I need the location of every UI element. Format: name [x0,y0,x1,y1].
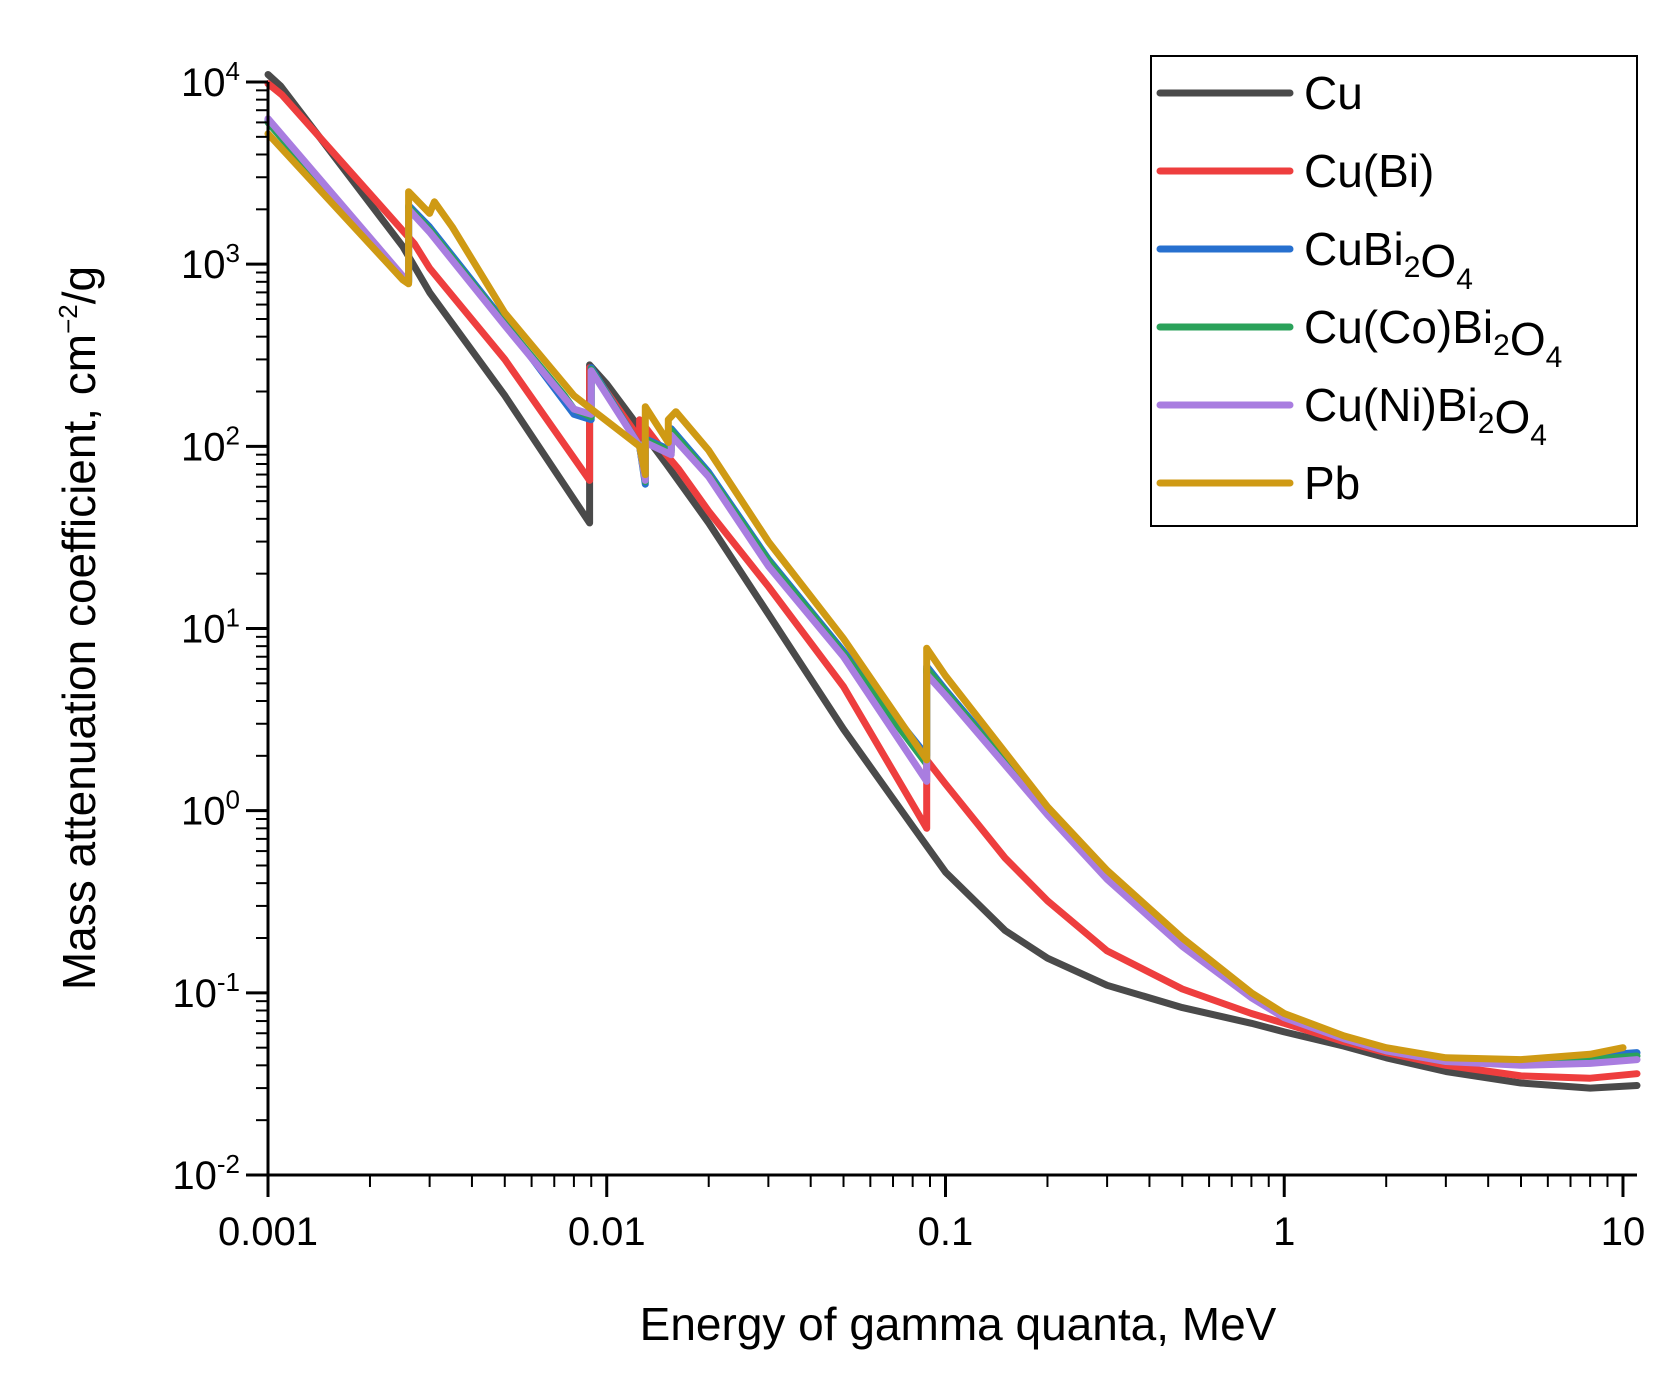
y-tick-label: 10-2 [172,1149,240,1198]
x-tick-label: 0.001 [218,1210,318,1254]
y-tick-label-base: 10 [181,790,226,834]
series-line-cu [264,71,1641,1092]
legend-label-subscript: 4 [1530,419,1547,452]
legend-label-text: Pb [1304,457,1360,509]
y-tick-label: 103 [181,238,240,287]
y-tick-label-exponent: 2 [226,420,240,450]
legend-label: Cu(Bi) [1304,145,1434,197]
y-tick-label: 100 [181,785,240,834]
x-axis-title: Energy of gamma quanta, MeV [640,1298,1277,1350]
y-tick-label-exponent: 4 [226,56,240,86]
legend-label: Cu [1304,67,1363,119]
series-line-pb [264,130,1627,1064]
legend-label-text: Cu(Co)Bi [1304,301,1493,353]
y-tick-label-base: 10 [172,1154,217,1198]
legend-label-text: Cu(Bi) [1304,145,1434,197]
y-axis-title: Mass attenuation coefficient, cm−2/g [53,266,105,990]
y-tick-label-base: 10 [172,972,217,1016]
legend-label: Cu(Ni)Bi2O4 [1304,379,1547,452]
y-tick-label-exponent: 0 [226,785,240,815]
legend-label-subscript: 4 [1456,263,1473,296]
y-tick-label-exponent: 1 [226,603,240,633]
legend-label-text: Cu [1304,67,1363,119]
y-axis-title-sup: −2 [53,304,83,334]
legend-box [1150,55,1638,527]
x-tick-label: 1 [1273,1210,1295,1254]
legend-label-text: O [1420,235,1456,287]
y-tick-label-base: 10 [181,243,226,287]
y-axis-title-tail: /g [53,266,105,304]
legend-label-text: Cu(Ni)Bi [1304,379,1478,431]
x-tick-label: 10 [1601,1210,1646,1254]
y-tick-label: 10-1 [172,967,240,1016]
legend-label-subscript: 2 [1493,329,1510,362]
y-tick-label-base: 10 [181,608,226,652]
legend-label-subscript: 2 [1404,251,1421,284]
legend-label-text: O [1510,313,1546,365]
y-tick-label: 102 [181,420,240,469]
legend-label-text: CuBi [1304,223,1404,275]
x-tick-label: 0.01 [568,1210,646,1254]
y-axis-title-main: Mass attenuation coefficient, cm [53,334,105,990]
y-tick-label-exponent: -1 [217,967,240,997]
legend-label-subscript: 4 [1546,341,1563,374]
y-tick-label: 104 [181,56,240,105]
y-tick-label-base: 10 [181,425,226,469]
series-layer [264,71,1641,1092]
legend-label: Cu(Co)Bi2O4 [1304,301,1562,374]
y-tick-label-base: 10 [181,61,226,105]
y-tick-label-exponent: 3 [226,238,240,268]
legend-label-text: O [1494,391,1530,443]
legend-label-subscript: 2 [1478,407,1495,440]
x-tick-label: 0.1 [918,1210,974,1254]
legend-label: CuBi2O4 [1304,223,1473,296]
y-tick-label: 101 [181,603,240,652]
y-tick-label-exponent: -2 [217,1149,240,1179]
legend-label: Pb [1304,457,1360,509]
